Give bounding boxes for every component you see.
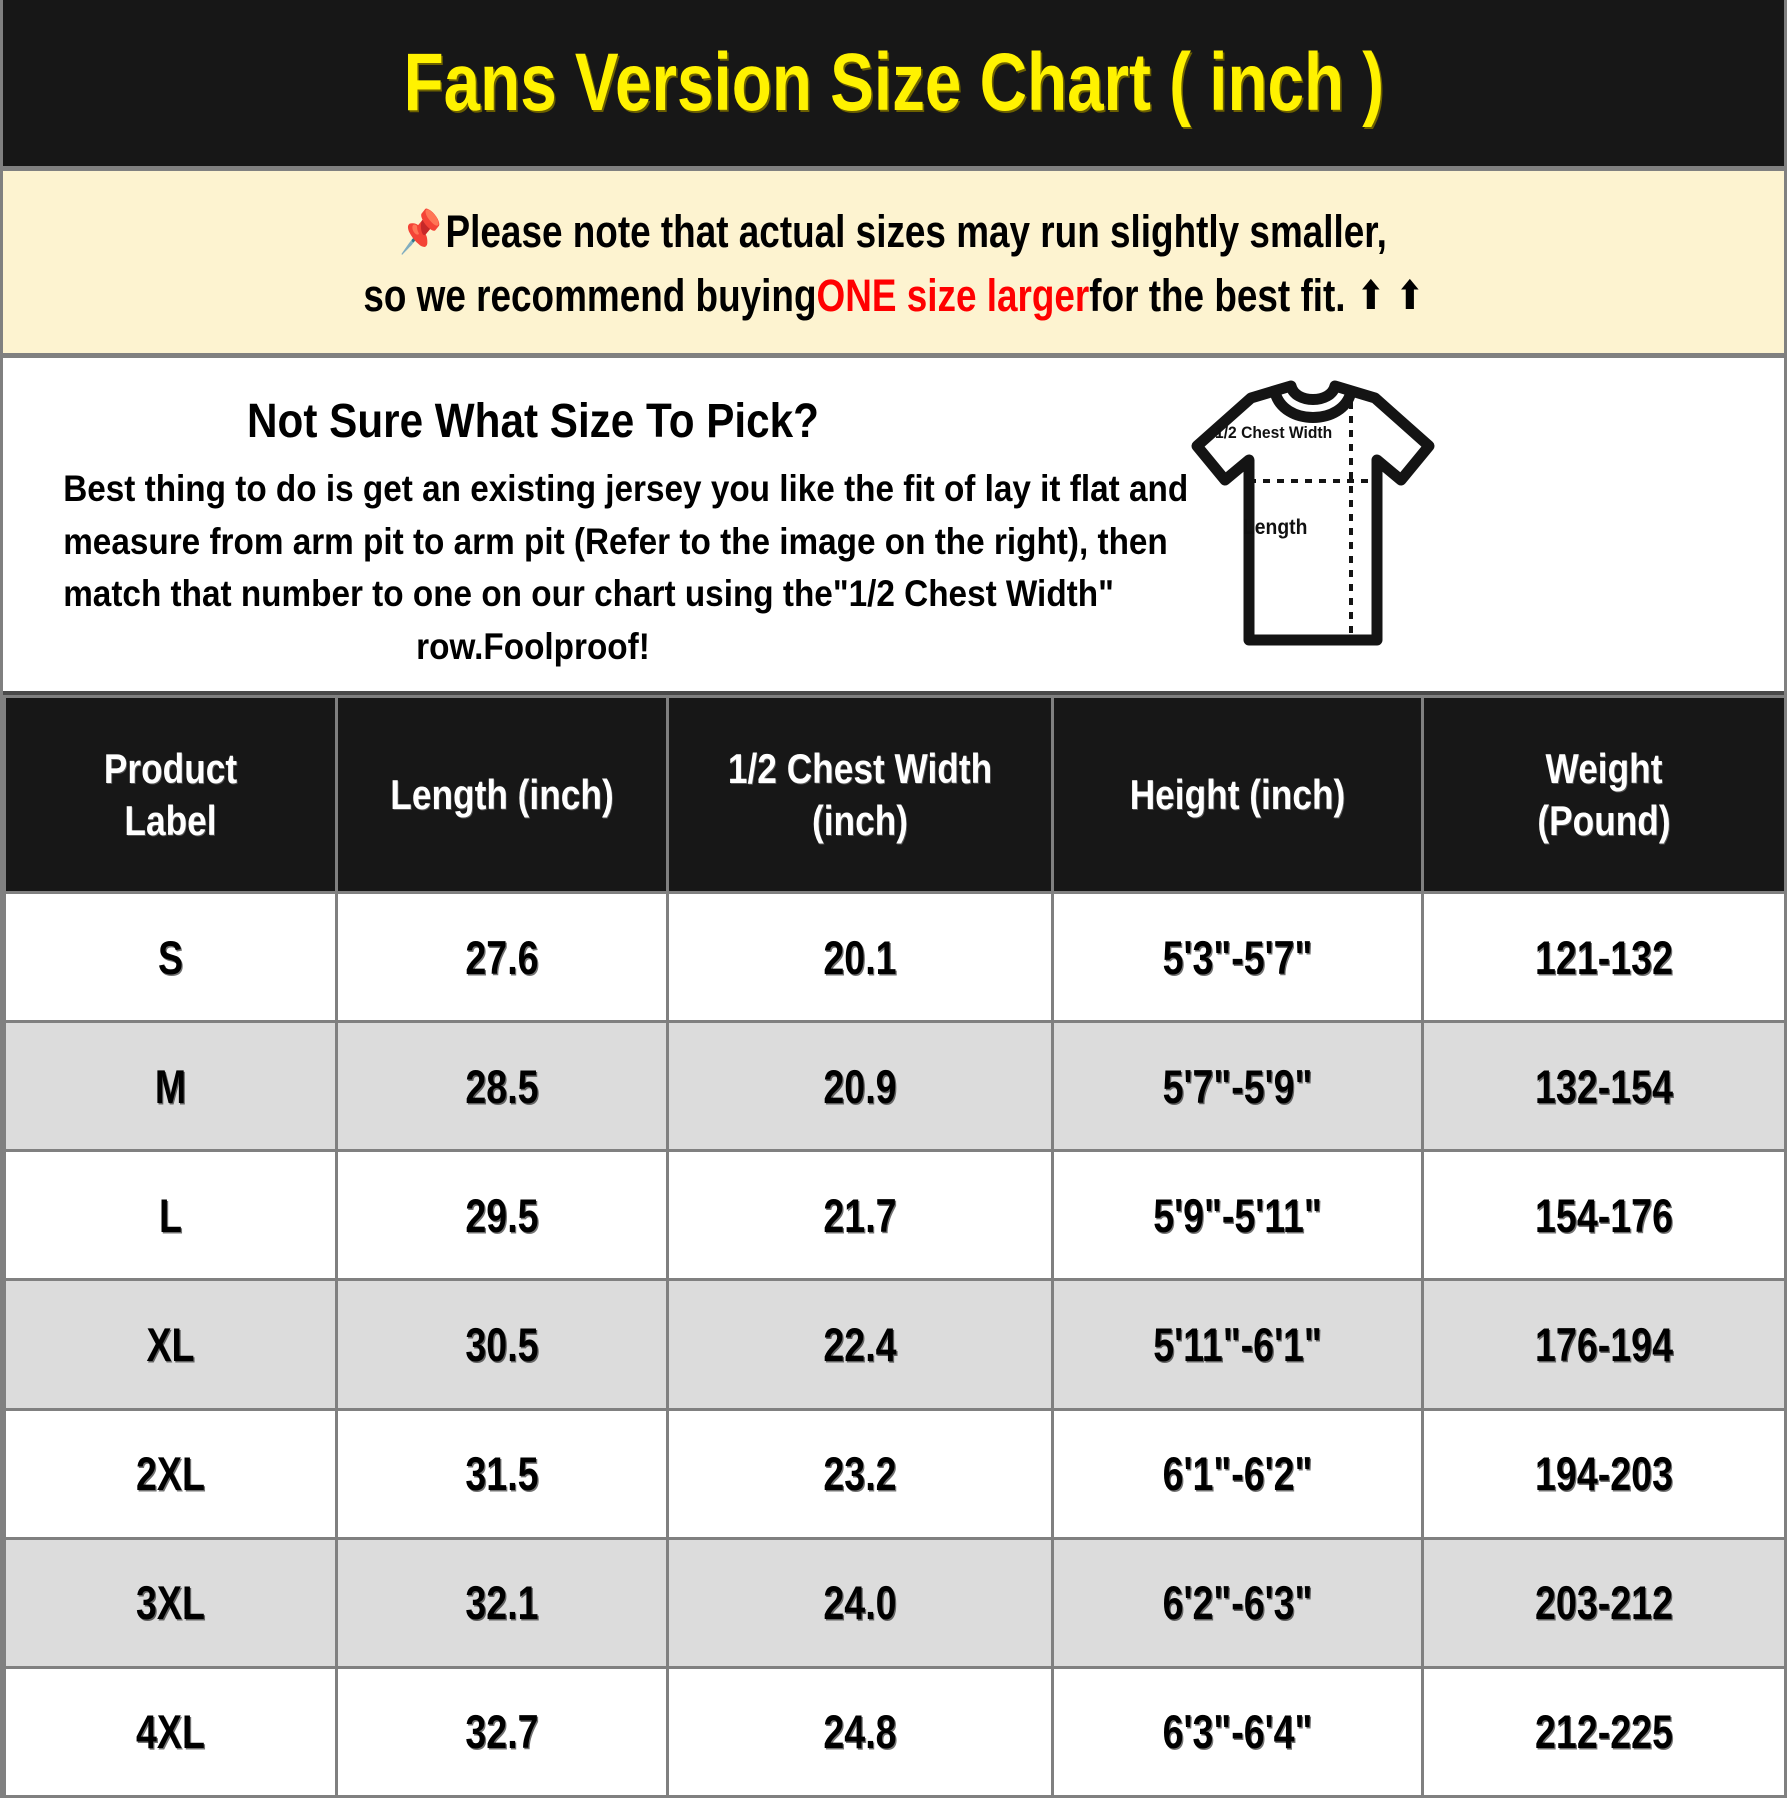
cell-height: 6'3"-6'4" (1051, 1665, 1424, 1798)
cell-half-chest-width: 24.0 (666, 1536, 1054, 1669)
cell-product-label: L (3, 1149, 338, 1282)
info-text-block: Not Sure What Size To Pick? Best thing t… (3, 358, 1189, 673)
cell-half-chest-width: 22.4 (666, 1278, 1054, 1411)
table-row: S 27.6 20.1 5'3"-5'7" 121-132 (3, 890, 1784, 1024)
info-section: Not Sure What Size To Pick? Best thing t… (3, 358, 1784, 695)
note-text-2b: for the best fit. (1089, 270, 1346, 321)
cell-half-chest-width: 24.8 (666, 1665, 1054, 1798)
info-body-line-4: row.Foolproof! (416, 625, 650, 667)
cell-weight: 176-194 (1421, 1278, 1784, 1411)
cell-height: 5'3"-5'7" (1051, 890, 1424, 1024)
cell-weight: 132-154 (1421, 1020, 1784, 1153)
info-body-line-3: match that number to one on our chart us… (63, 573, 1114, 615)
cell-weight: 154-176 (1421, 1149, 1784, 1282)
cell-weight: 212-225 (1421, 1665, 1784, 1798)
info-heading: Not Sure What Size To Pick? (247, 395, 819, 448)
pushpin-icon: 📌 (399, 208, 443, 256)
title-bar: Fans Version Size Chart ( inch ) (3, 0, 1784, 166)
info-body-line-2: measure from arm pit to arm pit (Refer t… (63, 520, 1168, 562)
arrow-up-icon-2: ⬆ (1396, 273, 1424, 318)
size-chart-table: Product Label Length (inch) 1/2 Chest Wi… (3, 695, 1784, 1798)
cell-half-chest-width: 20.1 (666, 890, 1054, 1024)
cell-product-label: 4XL (3, 1665, 338, 1798)
table-row: 3XL 32.1 24.0 6'2"-6'3" 203-212 (3, 1536, 1784, 1669)
note-text-2a: so we recommend buying (363, 270, 817, 321)
tshirt-diagram: 1/2 Chest Width Length (1063, 358, 1784, 691)
cell-weight: 121-132 (1421, 890, 1784, 1024)
table-row: 2XL 31.5 23.2 6'1"-6'2" 194-203 (3, 1407, 1784, 1540)
table-row: XL 30.5 22.4 5'11"-6'1" 176-194 (3, 1278, 1784, 1411)
cell-product-label: 3XL (3, 1536, 338, 1669)
info-body: Best thing to do is get an existing jers… (63, 463, 1189, 673)
info-body-line-1: Best thing to do is get an existing jers… (63, 468, 1189, 509)
note-text-1: Please note that actual sizes may run sl… (445, 206, 1388, 258)
cell-length: 27.6 (335, 890, 669, 1024)
column-header-length: Length (inch) (335, 695, 669, 894)
table-row: 4XL 32.7 24.8 6'3"-6'4" 212-225 (3, 1665, 1784, 1798)
cell-product-label: 2XL (3, 1407, 338, 1540)
arrow-up-icon-1: ⬆ (1357, 273, 1385, 318)
cell-product-label: M (3, 1020, 338, 1153)
note-highlight: ONE size larger (816, 270, 1090, 321)
cell-product-label: XL (3, 1278, 338, 1411)
column-header-product-label: Product Label (3, 695, 338, 894)
tshirt-length-label: Length (1243, 516, 1308, 539)
tshirt-chest-label: 1/2 Chest Width (1215, 423, 1333, 442)
note-line-1: 📌 Please note that actual sizes may run … (400, 200, 1387, 264)
cell-height: 5'9"-5'11" (1051, 1149, 1424, 1282)
cell-length: 32.1 (335, 1536, 669, 1669)
cell-product-label: S (3, 890, 338, 1024)
table-header-row: Product Label Length (inch) 1/2 Chest Wi… (3, 695, 1784, 894)
note-banner: 📌 Please note that actual sizes may run … (3, 166, 1784, 358)
cell-weight: 194-203 (1421, 1407, 1784, 1540)
column-header-half-chest-width: 1/2 Chest Width (inch) (666, 695, 1054, 894)
table-row: L 29.5 21.7 5'9"-5'11" 154-176 (3, 1149, 1784, 1282)
cell-length: 29.5 (335, 1149, 669, 1282)
cell-length: 32.7 (335, 1665, 669, 1798)
cell-height: 5'7"-5'9" (1051, 1020, 1424, 1153)
cell-half-chest-width: 21.7 (666, 1149, 1054, 1282)
cell-weight: 203-212 (1421, 1536, 1784, 1669)
table-row: M 28.5 20.9 5'7"-5'9" 132-154 (3, 1020, 1784, 1153)
tshirt-icon (1191, 380, 1435, 646)
cell-height: 6'2"-6'3" (1051, 1536, 1424, 1669)
column-header-height: Height (inch) (1051, 695, 1424, 894)
cell-half-chest-width: 20.9 (666, 1020, 1054, 1153)
cell-length: 30.5 (335, 1278, 669, 1411)
note-line-2: so we recommend buying ONE size larger f… (363, 264, 1423, 328)
cell-half-chest-width: 23.2 (666, 1407, 1054, 1540)
page-title: Fans Version Size Chart ( inch ) (403, 37, 1384, 128)
cell-length: 28.5 (335, 1020, 669, 1153)
cell-height: 5'11"-6'1" (1051, 1278, 1424, 1411)
column-header-weight: Weight (Pound) (1421, 695, 1784, 894)
cell-height: 6'1"-6'2" (1051, 1407, 1424, 1540)
cell-length: 31.5 (335, 1407, 669, 1540)
